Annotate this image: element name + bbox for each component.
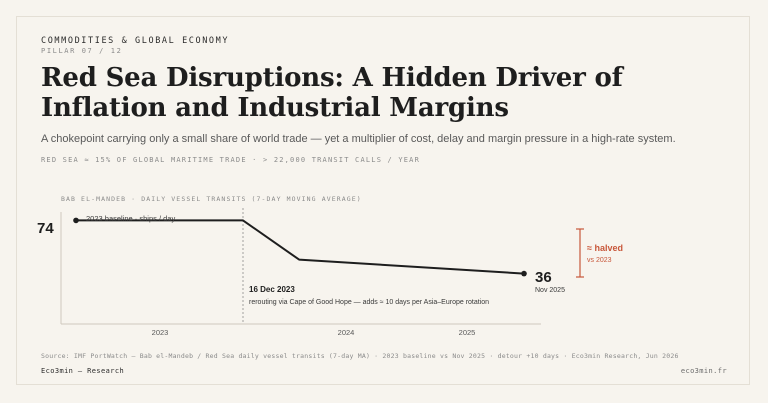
change-bracket: [576, 228, 584, 278]
site-domain: eco3min.fr: [680, 367, 727, 375]
page-title: Red Sea Disruptions: A Hidden Driver of …: [41, 63, 623, 123]
source-note: Source: IMF PortWatch — Bab el-Mandeb / …: [41, 352, 679, 360]
start-value-label: 74: [37, 220, 54, 237]
start-point: [73, 217, 79, 224]
brand-label: Eco3min — Research: [41, 367, 125, 375]
event-date-label: 16 Dec 2023: [249, 285, 295, 294]
series-line: [76, 219, 525, 275]
page-subtitle: A chokepoint carrying only a small share…: [41, 133, 676, 145]
baseline-note: 2023 baseline · ships / day: [86, 214, 175, 223]
end-date-label: Nov 2025: [535, 287, 565, 294]
end-value-label: 36: [535, 269, 552, 286]
x-tick-label-2024: 2024: [338, 328, 355, 337]
change-label: ≈ halved: [587, 243, 623, 253]
event-note: rerouting via Cape of Good Hope — adds ≈…: [249, 299, 489, 306]
chart-title: BAB EL-MANDEB · DAILY VESSEL TRANSITS (7…: [61, 195, 362, 203]
end-point: [521, 270, 527, 277]
stats-line: RED SEA ≈ 15% OF GLOBAL MARITIME TRADE ·…: [41, 156, 421, 164]
pillar-label: PILLAR 07 / 12: [41, 47, 123, 55]
section-kicker: COMMODITIES & GLOBAL ECONOMY: [41, 36, 230, 46]
change-sub-label: vs 2023: [587, 257, 612, 264]
x-tick-label-2025: 2025: [459, 328, 476, 337]
x-tick-label-2023: 2023: [152, 328, 169, 337]
